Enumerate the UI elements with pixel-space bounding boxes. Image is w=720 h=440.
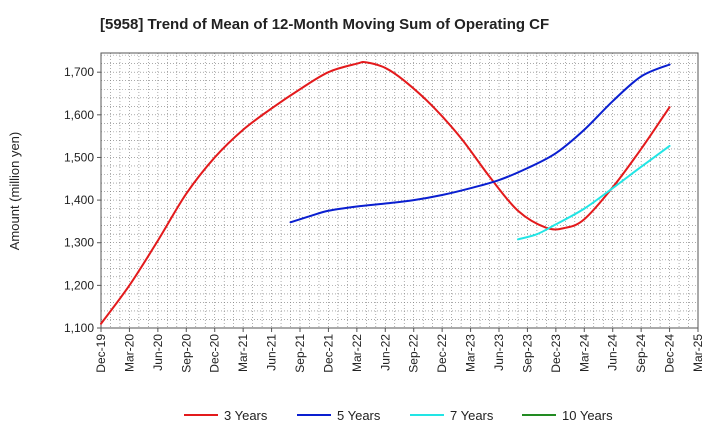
- y-tick-label: 1,600: [64, 108, 94, 122]
- x-tick-label: Sep-22: [407, 334, 421, 373]
- x-tick-label: Jun-22: [378, 334, 392, 371]
- x-tick-label: Dec-19: [94, 334, 108, 373]
- series-line-3-years: [100, 61, 671, 325]
- x-axis: Dec-19 Mar-20 Jun-20 Sep-20 Dec-20 Mar-21 Jun-…: [94, 328, 705, 373]
- x-tick-label: Dec-21: [321, 334, 335, 373]
- y-tick-label: 1,400: [64, 193, 94, 207]
- legend-label: 10 Years: [562, 408, 613, 423]
- chart-title: [5958] Trend of Mean of 12-Month Moving …: [100, 16, 549, 33]
- y-tick-label: 1,300: [64, 236, 94, 250]
- y-tick-label: 1,100: [64, 321, 94, 335]
- legend: 3 Years 5 Years 7 Years 10 Years: [184, 408, 613, 423]
- y-axis: 1,100 1,200 1,300 1,400 1,500 1,600 1,700: [64, 65, 101, 335]
- x-tick-label: Jun-21: [265, 334, 279, 371]
- y-axis-label: Amount (million yen): [7, 132, 22, 251]
- legend-label: 3 Years: [224, 408, 268, 423]
- y-tick-label: 1,700: [64, 65, 94, 79]
- x-tick-label: Mar-23: [464, 334, 478, 372]
- x-tick-label: Mar-24: [577, 334, 591, 372]
- series-line-5-years: [289, 63, 671, 224]
- x-tick-label: Sep-24: [634, 334, 648, 373]
- x-tick-label: Sep-21: [293, 334, 307, 373]
- grid: [100, 53, 699, 329]
- legend-label: 5 Years: [337, 408, 381, 423]
- x-tick-label: Dec-24: [663, 334, 677, 373]
- x-tick-label: Jun-20: [151, 334, 165, 371]
- x-tick-label: Jun-23: [492, 334, 506, 371]
- x-tick-label: Dec-22: [435, 334, 449, 373]
- series-line-7-years: [516, 144, 671, 241]
- x-tick-label: Jun-24: [606, 334, 620, 371]
- plot-frame: [100, 52, 699, 329]
- x-tick-label: Mar-21: [236, 334, 250, 372]
- series-lines: [100, 61, 671, 325]
- legend-label: 7 Years: [450, 408, 494, 423]
- x-tick-label: Dec-20: [208, 334, 222, 373]
- x-tick-label: Mar-20: [122, 334, 136, 372]
- x-tick-label: Sep-23: [520, 334, 534, 373]
- y-tick-label: 1,200: [64, 278, 94, 292]
- x-tick-label: Sep-20: [179, 334, 193, 373]
- y-tick-label: 1,500: [64, 150, 94, 164]
- x-tick-label: Dec-23: [549, 334, 563, 373]
- x-tick-label: Mar-22: [350, 334, 364, 372]
- x-tick-label: Mar-25: [691, 334, 705, 372]
